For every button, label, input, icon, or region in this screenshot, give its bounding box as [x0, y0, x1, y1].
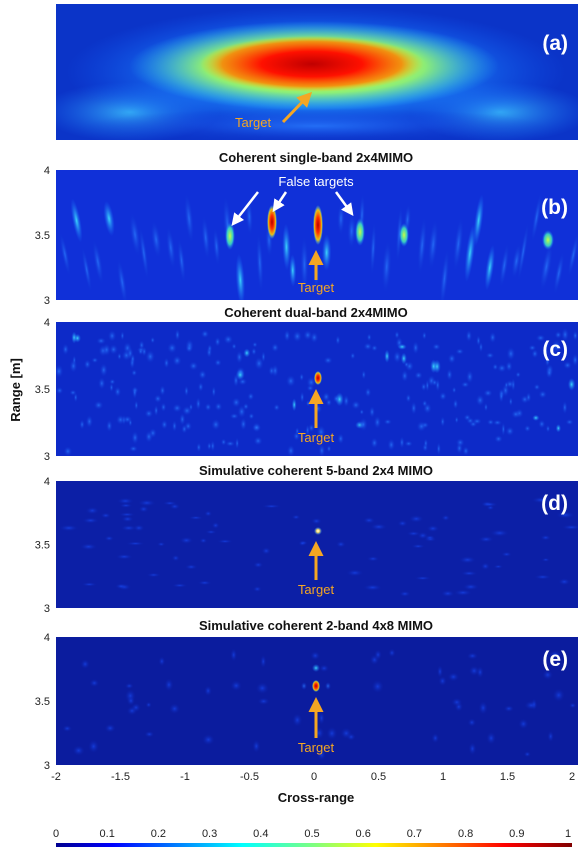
- x-tick-label: 2: [569, 771, 575, 783]
- y-tick-label: 3: [44, 451, 50, 463]
- y-tick-label: 4: [44, 317, 50, 329]
- x-tick-label: 1.5: [500, 771, 515, 783]
- x-axis-label: Cross-range: [278, 790, 355, 805]
- panel-c-title: Coherent dual-band 2x4MIMO: [224, 305, 407, 320]
- y-tick-label: 4: [44, 476, 50, 488]
- colorbar: 0 0.1 0.2 0.3 0.4 0.5 0.6 0.7 0.8 0.9 1: [53, 828, 572, 847]
- panel-d: (d) Target: [56, 481, 578, 608]
- panel-e-title: Simulative coherent 2-band 4x8 MIMO: [199, 618, 433, 633]
- colorbar-tick-label: 0: [53, 828, 59, 840]
- panel-b-false-arrow-2: [272, 191, 288, 213]
- colorbar-tick-label: 0.6: [356, 828, 371, 840]
- colorbar-tick-label: 0.5: [304, 828, 319, 840]
- y-tick-label: 3.5: [35, 540, 50, 552]
- panel-a-target-arrow: [281, 91, 313, 124]
- colorbar-tick-label: 0.1: [100, 828, 115, 840]
- panel-d-title: Simulative coherent 5-band 2x4 MIMO: [199, 463, 433, 478]
- x-tick-label: -0.5: [240, 771, 259, 783]
- colorbar-tick-label: 0.8: [458, 828, 473, 840]
- x-tick-label: 0.5: [371, 771, 386, 783]
- panel-e-label: (e): [542, 648, 568, 671]
- panel-b-false-arrow-3: [334, 191, 354, 217]
- y-tick-label: 3: [44, 603, 50, 615]
- panel-a-target-label: Target: [235, 115, 272, 130]
- x-tick-label: 0: [311, 771, 317, 783]
- y-tick-label: 3.5: [35, 230, 50, 242]
- x-tick-label: -2: [51, 771, 61, 783]
- colorbar-tick-label: 0.4: [253, 828, 268, 840]
- panel-e: (e) Target: [56, 637, 578, 765]
- y-tick-label: 3.5: [35, 384, 50, 396]
- y-tick-label: 4: [44, 165, 50, 177]
- y-tick-label: 3: [44, 760, 50, 772]
- panel-b-target-label: Target: [298, 280, 335, 295]
- panel-d-label: (d): [541, 492, 568, 515]
- panel-b-title: Coherent single-band 2x4MIMO: [219, 150, 413, 165]
- y-tick-labels: 3 3.5 4 3 3.5 4 3 3.5 4 3 3.5 4: [35, 165, 50, 772]
- panel-b-false-arrow-1: [231, 191, 259, 226]
- panel-d-image: [56, 481, 578, 608]
- y-tick-label: 4: [44, 632, 50, 644]
- y-tick-label: 3.5: [35, 696, 50, 708]
- colorbar-tick-label: 1: [565, 828, 571, 840]
- panel-e-target-label: Target: [298, 740, 335, 755]
- colorbar-tick-label: 0.7: [407, 828, 422, 840]
- panel-b: (b) False targets Target: [56, 170, 578, 300]
- panel-c-target-label: Target: [298, 430, 335, 445]
- panel-c: (c) Target: [56, 322, 578, 456]
- y-axis-label: Range [m]: [8, 358, 23, 422]
- colorbar-tick-label: 0.3: [202, 828, 217, 840]
- x-tick-label: 1: [440, 771, 446, 783]
- panel-c-label: (c): [542, 338, 568, 361]
- colorbar-tick-label: 0.9: [509, 828, 524, 840]
- panel-a-image: [56, 4, 578, 140]
- colorbar-tick-label: 0.2: [151, 828, 166, 840]
- x-tick-label: -1.5: [111, 771, 130, 783]
- panel-d-target-label: Target: [298, 582, 335, 597]
- colorbar-gradient: [56, 843, 572, 847]
- colorbar-tick-labels: 0 0.1 0.2 0.3 0.4 0.5 0.6 0.7 0.8 0.9 1: [53, 828, 571, 840]
- panel-a: (a) Target: [56, 4, 578, 140]
- panel-b-label: (b): [541, 196, 568, 219]
- x-tick-label: -1: [180, 771, 190, 783]
- y-tick-label: 3: [44, 295, 50, 307]
- panel-a-label: (a): [542, 32, 568, 55]
- x-tick-labels: -2 -1.5 -1 -0.5 0 0.5 1 1.5 2: [51, 771, 575, 783]
- panel-b-false-targets-label: False targets: [278, 174, 354, 189]
